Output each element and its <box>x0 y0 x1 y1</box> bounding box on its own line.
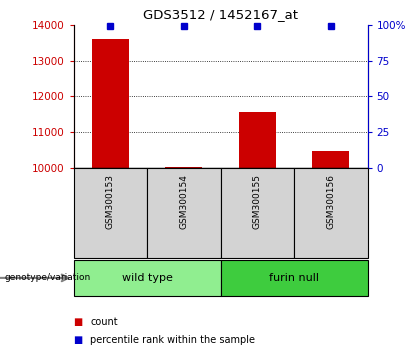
Bar <box>220 260 368 296</box>
Text: wild type: wild type <box>121 273 173 283</box>
Text: GSM300156: GSM300156 <box>326 175 335 229</box>
Text: genotype/variation: genotype/variation <box>4 273 90 282</box>
Bar <box>220 168 294 258</box>
Bar <box>74 260 220 296</box>
Text: GSM300155: GSM300155 <box>253 175 262 229</box>
Text: ■: ■ <box>74 317 83 327</box>
Bar <box>239 112 276 168</box>
Text: GSM300154: GSM300154 <box>179 175 188 229</box>
Title: GDS3512 / 1452167_at: GDS3512 / 1452167_at <box>143 8 298 21</box>
Bar <box>294 168 368 258</box>
Text: GSM300153: GSM300153 <box>106 175 115 229</box>
Bar <box>312 151 349 168</box>
Text: furin null: furin null <box>269 273 319 283</box>
Text: ■: ■ <box>74 335 83 345</box>
Text: percentile rank within the sample: percentile rank within the sample <box>90 335 255 345</box>
Bar <box>165 167 202 168</box>
Bar <box>74 168 147 258</box>
Text: count: count <box>90 317 118 327</box>
Bar <box>147 168 220 258</box>
Bar <box>92 39 129 168</box>
